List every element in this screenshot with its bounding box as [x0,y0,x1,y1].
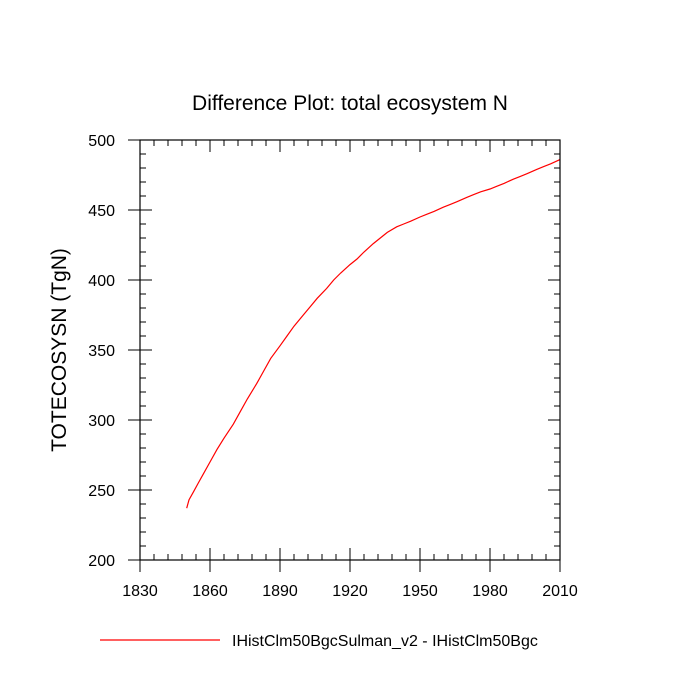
y-axis-label: TOTECOSYSN (TgN) [48,248,71,452]
legend-label: IHistClm50BgcSulman_v2 - IHistClm50Bgc [232,633,538,650]
x-tick-label: 1890 [262,583,298,600]
y-tick-label: 500 [88,133,115,150]
legend: IHistClm50BgcSulman_v2 - IHistClm50Bgc [100,633,538,650]
y-tick-label: 350 [88,343,115,360]
x-tick-label: 1950 [402,583,438,600]
chart-title: Difference Plot: total ecosystem N [192,92,508,115]
y-tick-label: 400 [88,273,115,290]
series-line [186,159,561,509]
y-tick-label: 300 [88,413,115,430]
axis-ticks [128,139,561,572]
y-tick-label: 250 [88,483,115,500]
x-tick-label: 1830 [122,583,158,600]
y-tick-label: 450 [88,203,115,220]
series-group [186,159,561,509]
y-tick-label: 200 [88,553,115,570]
tick-labels: 1830 1860 1890 1920 1950 1980 2010 200 250 300 350… [88,133,578,600]
x-tick-label: 2010 [542,583,578,600]
x-tick-label: 1980 [472,583,508,600]
x-tick-label: 1860 [192,583,228,600]
x-tick-label: 1920 [332,583,368,600]
plot-frame [139,139,561,561]
